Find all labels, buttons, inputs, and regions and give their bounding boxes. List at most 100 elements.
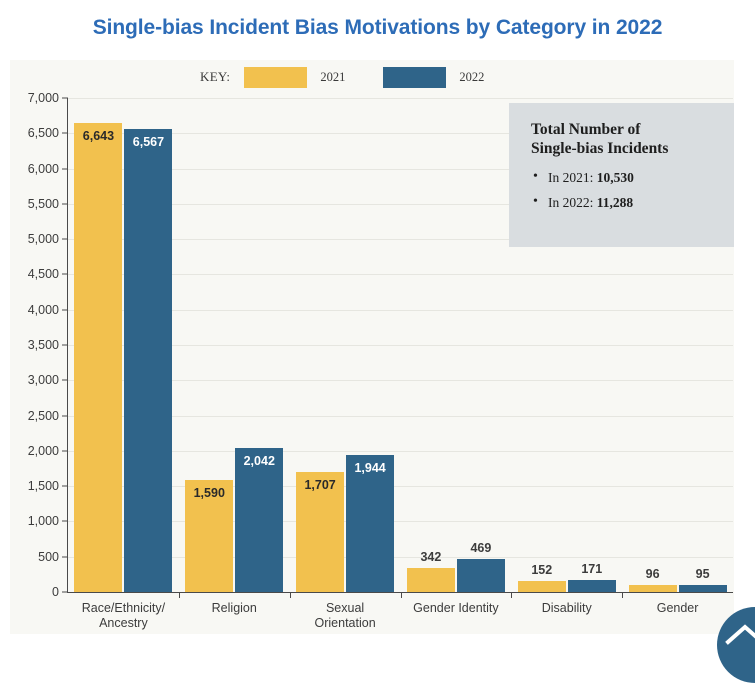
x-axis-category-label-line: Gender [656,601,699,615]
bar-2021-2 [296,471,345,592]
gridline [68,239,733,241]
chart-legend: KEY: 2021 2022 [200,65,522,89]
y-axis-tick-label: 3,000 [27,373,59,388]
bar-value-label: 1,707 [304,477,336,492]
gridline [68,556,733,558]
x-axis-category-label-line: Race/Ethnicity/ [81,601,166,615]
infobox-bullet-1-value: 11,288 [596,195,634,210]
infobox-bullet-1-prefix: In 2022: [548,195,597,210]
x-axis-category-label: Gender [603,601,753,616]
y-axis-tick-label: 2,500 [27,408,59,423]
gridline [68,486,733,488]
x-axis-category-label-line: Ancestry [99,616,148,630]
x-axis-tick [400,592,402,598]
y-axis-tick [62,520,68,522]
bar-2022-0 [124,128,173,592]
y-axis-tick [62,591,68,593]
x-axis-tick [622,592,624,598]
x-axis-line [67,592,733,593]
x-axis-category-label-line: Orientation [314,616,376,630]
gridline [68,521,733,523]
bar-value-label: 152 [531,563,553,578]
bar-value-label: 2,042 [243,453,275,468]
bar-2021-0 [74,123,123,592]
x-axis-category-label-line: Religion [211,601,257,615]
bar-2022-1 [235,447,284,592]
gridline [68,345,733,346]
y-axis-tick [62,238,68,240]
gridline [68,203,733,205]
y-axis-tick-label: 500 [38,549,59,564]
gridline [68,415,733,417]
y-axis-tick [62,556,68,558]
x-axis-category-label: Sexual Orientation [270,601,420,631]
gridline [68,168,733,170]
y-axis-tick [62,168,68,170]
gridline [68,98,733,99]
y-axis-tick [62,344,68,346]
legend-key-label: KEY: [200,69,231,84]
bar-2022-5 [678,585,727,592]
bar-value-label: 469 [470,540,492,555]
y-axis-tick [62,203,68,205]
legend-label-2021: 2021 [320,69,346,84]
x-axis-category-label: Disability [492,601,642,616]
chart-page: Single-bias Incident Bias Motivations by… [0,0,755,644]
bar-2021-5 [628,585,677,592]
y-axis-tick [62,273,68,275]
y-axis-tick [62,485,68,487]
y-axis-tick-label: 1,500 [27,479,59,494]
bar-2022-2 [346,454,395,592]
y-axis-tick [62,309,68,311]
y-axis-tick-label: 4,500 [27,267,59,282]
x-axis-category-label-line: Gender Identity [413,601,499,615]
bar-value-label: 1,944 [354,460,386,475]
legend-swatch-2021 [244,66,308,88]
gridline [68,309,733,311]
gridline [68,274,733,276]
bar-2022-4 [567,579,616,592]
x-axis-tick [289,592,291,598]
gridline [68,133,733,135]
bar-value-label: 96 [645,567,660,582]
x-axis-category-label: Gender Identity [381,601,531,616]
y-axis-tick-label: 0 [52,585,59,599]
bar-value-label: 6,567 [132,134,165,149]
plot-area: 0 500 1,000 1,500 2,000 2,500 3,000 3,500 4,000 4… [28,91,733,630]
bar-2021-4 [517,581,566,592]
infobox-list: In 2021: 10,530 In 2022: 11,288 [531,169,718,211]
y-axis-tick-label: 4,000 [27,302,59,317]
list-item: In 2021: 10,530 [531,169,718,186]
x-axis-category-label-line: Disability [541,601,592,615]
legend-label-2022: 2022 [459,69,485,84]
chart-panel: KEY: 2021 2022 0 500 1,000 1,500 2,000 2,500 3… [10,60,734,634]
y-axis-tick-label: 2,000 [27,443,59,458]
bar-value-label: 1,590 [193,485,225,500]
bar-value-label: 95 [695,567,710,582]
totals-infobox: Total Number of Single-bias Incidents In… [509,103,734,247]
y-axis-tick-label: 5,500 [27,196,59,211]
y-axis-tick-label: 1,000 [27,514,59,529]
list-item: In 2022: 11,288 [531,194,718,211]
bar-2021-3 [406,567,455,592]
x-axis-tick [178,592,180,598]
x-axis-tick [511,592,513,598]
y-axis-tick [62,97,68,99]
bar-value-label: 171 [581,561,603,576]
infobox-bullet-0-prefix: In 2021: [548,170,597,185]
y-axis-tick-label: 7,000 [27,91,59,105]
y-axis-tick [62,132,68,134]
x-axis-category-label: Race/Ethnicity/Ancestry [48,601,198,631]
y-axis-tick-label: 3,500 [27,338,59,352]
legend-swatch-2022 [383,66,447,88]
y-axis-tick [62,415,68,417]
infobox-bullet-0-value: 10,530 [596,170,634,185]
y-axis-tick-label: 5,000 [27,232,59,247]
infobox-title-line1: Total Number of [531,121,641,138]
x-axis-category-label: Religion [159,601,309,616]
y-axis-tick-label: 6,500 [27,126,59,141]
bar-2022-3 [456,558,505,592]
infobox-title-line2: Single-bias Incidents [531,140,669,157]
bar-value-label: 6,643 [82,129,115,144]
y-axis-tick [62,450,68,452]
